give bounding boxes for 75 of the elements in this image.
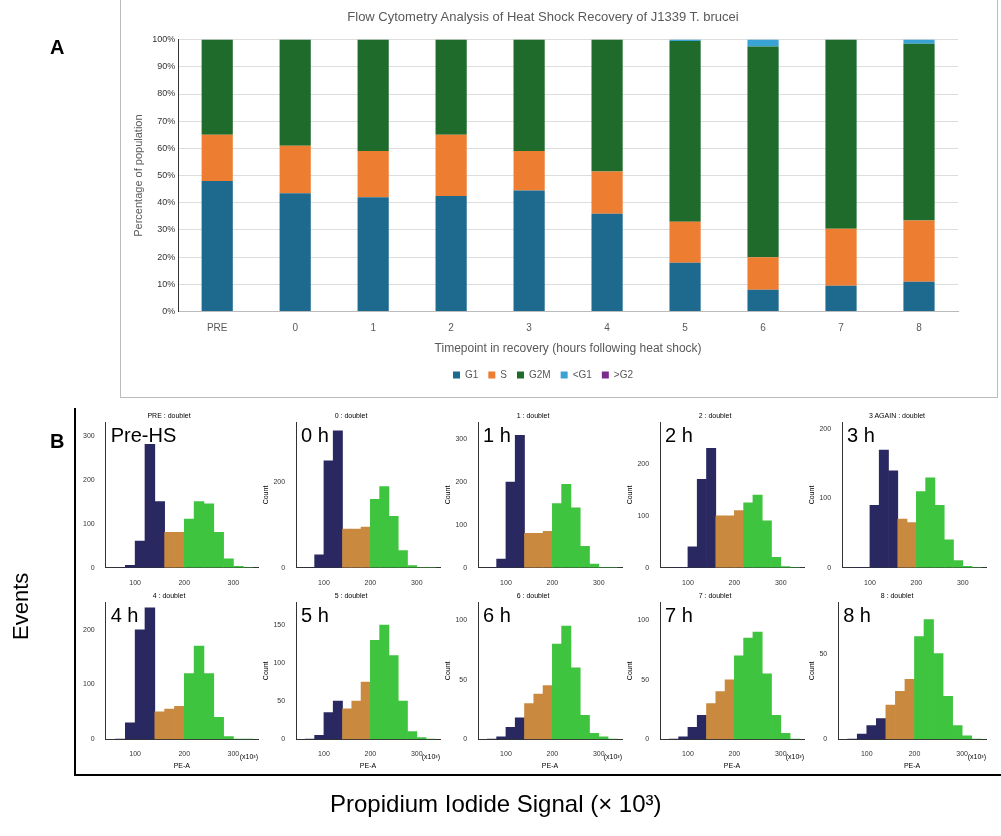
bar (747, 39, 779, 47)
x-tick-label: 8 (916, 322, 923, 334)
y-tick-label: 90% (157, 61, 176, 72)
y-axis-title: Percentage of population (131, 114, 144, 237)
bar (513, 39, 545, 152)
text: Events (8, 572, 34, 640)
annotation: 5 h (301, 603, 329, 626)
annotation: 4 h (110, 603, 139, 626)
y-tick-label: 50% (157, 170, 176, 181)
bar (747, 289, 779, 312)
y-tick-label: 30% (157, 224, 176, 235)
x-tick-label: PRE (206, 322, 228, 334)
bar (825, 228, 857, 286)
bar (825, 39, 857, 229)
y-tick-label: 20% (157, 251, 176, 262)
bar (669, 40, 701, 222)
legend-label: <G1 (572, 368, 593, 380)
text: Propidium Iodide Signal (× 10³) (330, 790, 662, 818)
y-tick-label: 60% (157, 142, 176, 153)
bar (513, 151, 545, 191)
bar (279, 39, 311, 146)
text: B (50, 430, 65, 453)
y-tick-label: 80% (157, 88, 176, 99)
bar (903, 220, 935, 282)
x-tick-label: 1 (370, 322, 377, 334)
bar (903, 43, 935, 221)
annotation: 8 h (843, 603, 871, 626)
bar (747, 257, 779, 290)
legend-label: G1 (464, 368, 479, 380)
bar (357, 151, 389, 198)
bar (903, 39, 935, 44)
x-tick-label: 2 (448, 322, 455, 334)
x-axis-title: Timepoint in recovery (hours following heat shock) (434, 341, 702, 356)
annotation: 3 h (847, 423, 875, 446)
x-tick-label: 6 (760, 322, 767, 334)
chart-title: Flow Cytometry Analysis of Heat Shock Recovery of J1339 T. brucei (347, 9, 739, 25)
x-tick-label: 3 (526, 322, 533, 334)
text: A (50, 36, 65, 59)
x-tick-label: 7 (838, 322, 845, 334)
y-tick-label: 10% (157, 278, 176, 289)
x-tick-label: 4 (604, 322, 611, 334)
bar (903, 281, 935, 312)
annotation: 2 h (665, 423, 693, 446)
y-tick-label: 0% (162, 306, 176, 317)
bar (669, 221, 701, 263)
legend-label: S (500, 368, 508, 380)
bar (279, 193, 311, 312)
bar (591, 213, 623, 312)
bar (357, 197, 389, 312)
bar (201, 181, 233, 312)
bar (201, 134, 233, 182)
bar (747, 46, 779, 258)
x-tick-label: 5 (682, 322, 689, 334)
annotation: Pre-HS (110, 423, 177, 446)
legend-label: >G2 (613, 368, 634, 380)
bar (825, 285, 857, 312)
y-tick-label: 70% (157, 115, 176, 126)
x-tick-label: 0 (292, 322, 299, 334)
bar (435, 134, 467, 196)
annotation: 1 h (483, 423, 511, 446)
bar (201, 39, 233, 135)
annotation: 7 h (665, 603, 693, 626)
bar (435, 39, 467, 135)
annotation: 6 h (483, 603, 511, 626)
legend-label: G2M (528, 368, 551, 380)
bar (435, 196, 467, 312)
y-tick-label: 40% (157, 197, 176, 208)
bar (513, 190, 545, 312)
bar (591, 39, 623, 172)
bar (669, 262, 701, 312)
bar (591, 171, 623, 214)
bar (279, 145, 311, 194)
y-tick-label: 100% (152, 34, 176, 45)
annotation: 0 h (301, 423, 329, 446)
bar (357, 39, 389, 152)
